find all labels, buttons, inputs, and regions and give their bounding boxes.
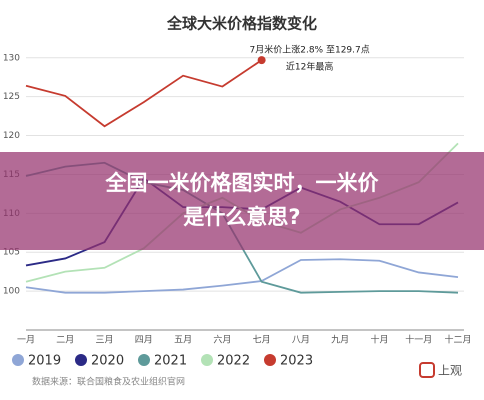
y-tick-label: 125: [3, 92, 20, 102]
x-tick-label: 十一月: [405, 334, 432, 346]
legend-label: 2022: [217, 354, 250, 369]
y-tick-label: 120: [3, 131, 20, 141]
legend-swatch: [264, 354, 276, 366]
x-tick-label: 九月: [331, 335, 349, 346]
overlay-text: 全国一米价格图实时，一米价: [105, 171, 380, 195]
y-tick-label: 130: [3, 53, 20, 63]
x-tick-label: 五月: [174, 335, 192, 346]
x-tick-label: 一月: [17, 335, 35, 346]
y-tick-label: 105: [3, 248, 20, 258]
highlight-point: [257, 56, 266, 65]
series-line: [25, 258, 459, 294]
annotation: 近12年最高: [286, 61, 333, 73]
overlay-text: 是什么意思?: [183, 205, 300, 229]
legend-label: 2023: [280, 354, 313, 369]
legend-swatch: [201, 354, 213, 366]
logo: 上观: [438, 364, 462, 378]
legend-label: 2020: [91, 354, 124, 369]
source: 数据来源：联合国粮食及农业组织官网: [32, 376, 185, 388]
legend-label: 2021: [154, 354, 187, 369]
logo-icon: [419, 362, 435, 378]
legend-swatch: [138, 354, 150, 366]
x-tick-label: 七月: [253, 335, 271, 346]
series-line: [25, 59, 263, 128]
overlay-banner: [0, 152, 484, 250]
annotation: 7月米价上涨2.8% 至129.7点: [250, 44, 370, 56]
x-tick-label: 十二月: [444, 334, 471, 346]
chart-title: 全球大米价格指数变化: [166, 15, 317, 33]
x-tick-label: 六月: [213, 334, 231, 346]
x-tick-label: 十月: [370, 334, 388, 346]
legend-swatch: [75, 354, 87, 366]
legend-swatch: [12, 354, 24, 366]
legend-label: 2019: [28, 354, 61, 369]
x-tick-label: 四月: [135, 335, 153, 346]
x-tick-label: 三月: [96, 335, 114, 346]
x-tick-label: 八月: [292, 335, 310, 346]
x-tick-label: 二月: [56, 335, 74, 346]
y-tick-label: 100: [3, 287, 20, 297]
